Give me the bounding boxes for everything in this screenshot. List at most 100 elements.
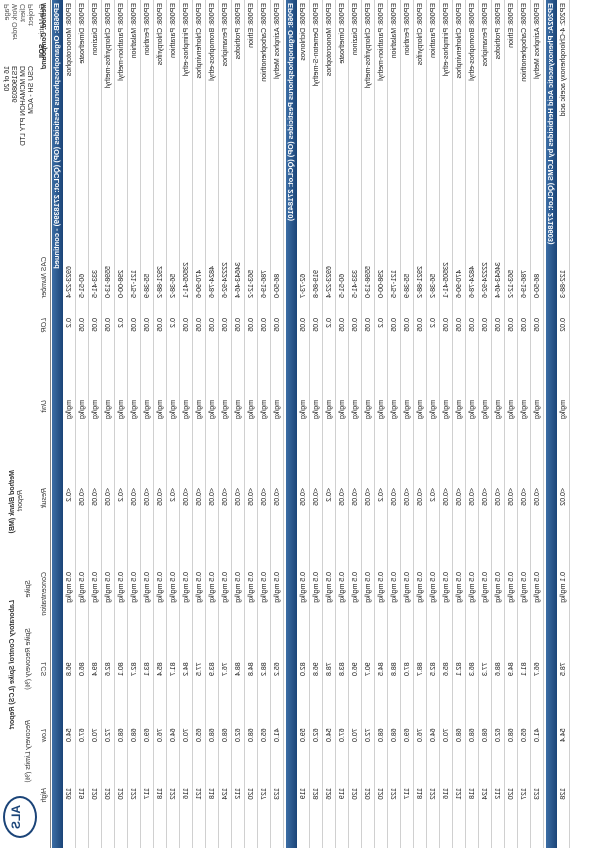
table-cell: 0.5 mg/kg (274, 572, 281, 603)
table-cell: 62-73-7 (300, 273, 307, 298)
table-cell: 76.7 (222, 662, 229, 676)
table-cell: EP068: Fenthion (404, 3, 411, 56)
table-cell: mg/kg (105, 400, 112, 420)
table-cell: 0.5 mg/kg (235, 572, 242, 603)
table-cell: 123 (534, 788, 541, 800)
table-cell: mg/kg (339, 400, 346, 420)
table-cell: 0.02 (560, 318, 567, 332)
table-cell: 563-12-2 (248, 269, 255, 298)
table-cell: 0.05 (443, 318, 450, 332)
table-cell: 121 (456, 788, 463, 800)
table-cell: 88.2 (261, 662, 268, 676)
table-cell: 84.5 (378, 662, 385, 676)
table-cell: 41.0 (274, 728, 281, 742)
table-cell: 60-51-5 (79, 273, 86, 298)
table-cell: 96.0 (352, 662, 359, 676)
table-cell: EP068: Azinphos Methyl (534, 3, 541, 79)
table-cell: 118 (157, 788, 164, 800)
table-cell: 0.05 (404, 318, 411, 332)
table-cell: 122 (430, 788, 437, 800)
table-cell: <0.2 (430, 488, 437, 502)
column-header: Concentration (41, 572, 48, 616)
table-cell: 120 (118, 788, 125, 800)
table-cell: 298-00-0 (118, 269, 125, 298)
table-cell: 0.5 mg/kg (92, 572, 99, 603)
table-cell: <0.05 (443, 488, 450, 506)
column-header: Method: Compound (41, 3, 48, 70)
table-cell: 120 (365, 788, 372, 800)
table-cell: 122 (170, 788, 177, 800)
table-cell: mg/kg (261, 400, 268, 420)
table-cell: 116 (443, 788, 450, 800)
table-cell: EP068: Chlorfenvinphos (196, 3, 203, 79)
table-cell: 0.05 (144, 318, 151, 332)
table-cell: mg/kg (118, 400, 125, 420)
table-cell: 0.5 mg/kg (417, 572, 424, 603)
table-cell: EP068: Dimethoate (339, 3, 346, 64)
table-cell: EP068: Prothiofos (495, 3, 502, 60)
table-cell: mg/kg (170, 400, 177, 420)
table-cell: 68.0 (118, 728, 125, 742)
table-cell: mg/kg (456, 400, 463, 420)
table-cell: EP068: Parathion-methyl (118, 3, 125, 81)
table-cell: mg/kg (235, 400, 242, 420)
table-cell: <0.05 (313, 488, 320, 506)
table-cell: mg/kg (443, 400, 450, 420)
table-cell: mg/kg (144, 400, 151, 420)
table-cell: 0.05 (469, 318, 476, 332)
table-cell: 22224-92-6 (222, 262, 229, 298)
table-cell: 0.05 (92, 318, 99, 332)
table-cell: 0.5 mg/kg (118, 572, 125, 603)
table-cell: 77.3 (482, 662, 489, 676)
table-cell: 124 (482, 788, 489, 800)
table-cell: 120 (378, 788, 385, 800)
table-cell: 65.0 (196, 728, 203, 742)
table-cell: 96.8 (66, 662, 73, 676)
table-cell: 64.0 (170, 728, 177, 742)
table-cell: mg/kg (469, 400, 476, 420)
table-cell: 0.05 (248, 318, 255, 332)
column-header: High (41, 788, 48, 803)
table-cell: <0.05 (365, 488, 372, 506)
table-cell: mg/kg (313, 400, 320, 420)
table-cell: mg/kg (534, 400, 541, 420)
table-cell: 128 (560, 788, 567, 800)
table-cell: EP068: Fenamiphos (222, 3, 229, 67)
table-cell: <0.05 (105, 488, 112, 506)
table-cell: EP068: Dimethoate (79, 3, 86, 64)
table-cell: 0.5 mg/kg (313, 572, 320, 603)
table-cell: mg/kg (495, 400, 502, 420)
table-cell: EP068: Parathion (430, 3, 437, 58)
table-cell: 90.7 (365, 662, 372, 676)
table-cell: 118 (469, 788, 476, 800)
table-cell: 0.05 (274, 318, 281, 332)
table-cell: 70.0 (352, 728, 359, 742)
header-label: Project (28, 4, 35, 26)
table-cell: 81.7 (170, 662, 177, 676)
table-cell: mg/kg (391, 400, 398, 420)
group-header: Report (17, 490, 24, 512)
table-cell: 82.5 (430, 662, 437, 676)
table-cell: 0.05 (261, 318, 268, 332)
table-cell: 60-51-5 (339, 273, 346, 298)
table-cell: 0.05 (456, 318, 463, 332)
table-cell: 86-50-0 (534, 273, 541, 298)
table-cell: <0.05 (469, 488, 476, 506)
table-cell: <0.05 (352, 488, 359, 506)
table-cell: 56-38-2 (170, 273, 177, 298)
table-cell: EP068: Chlorpyrifos (157, 3, 164, 66)
table-cell: 82.6 (105, 662, 112, 676)
table-cell: 68.0 (469, 728, 476, 742)
table-cell: 85.4 (157, 662, 164, 676)
table-cell: 919-86-8 (313, 269, 320, 298)
table-cell: 120 (248, 788, 255, 800)
table-cell: mg/kg (560, 400, 567, 420)
table-cell: <0.05 (235, 488, 242, 506)
table-cell: EP068: Azinphos Methyl (274, 3, 281, 79)
table-cell: 0.05 (417, 318, 424, 332)
table-cell: <0.05 (391, 488, 398, 506)
table-cell: 120 (105, 788, 112, 800)
table-cell: mg/kg (430, 400, 437, 420)
table-cell: 119 (79, 788, 86, 800)
group-header: Spike (25, 580, 32, 598)
